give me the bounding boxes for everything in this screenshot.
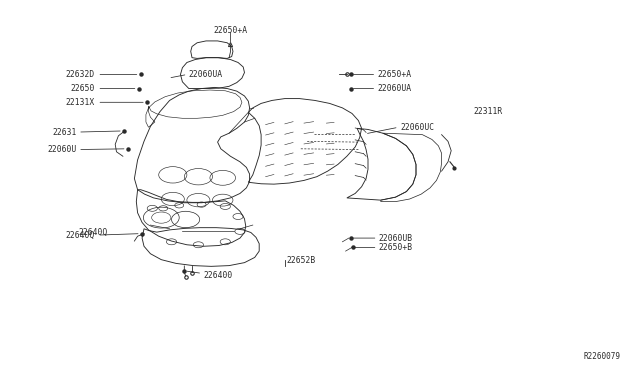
Text: 226400: 226400 xyxy=(204,271,233,280)
Text: 22650+A: 22650+A xyxy=(378,70,412,79)
Text: 22650+A: 22650+A xyxy=(213,26,248,35)
Text: 22060UA: 22060UA xyxy=(189,70,223,79)
Text: R2260079: R2260079 xyxy=(584,352,621,361)
Text: 22060UB: 22060UB xyxy=(379,234,413,243)
Text: 22652B: 22652B xyxy=(287,256,316,265)
Text: 22060UC: 22060UC xyxy=(400,123,434,132)
Text: 22311R: 22311R xyxy=(474,107,503,116)
Text: 22631: 22631 xyxy=(52,128,77,137)
Text: 22640Q: 22640Q xyxy=(65,231,95,240)
Text: 22640Q: 22640Q xyxy=(78,228,108,237)
Text: 22650: 22650 xyxy=(70,84,95,93)
Text: 22650+B: 22650+B xyxy=(379,243,413,252)
Text: 22632D: 22632D xyxy=(65,70,95,79)
Text: 22131X: 22131X xyxy=(65,98,95,107)
Text: 22060UA: 22060UA xyxy=(378,84,412,93)
Text: 22060U: 22060U xyxy=(47,145,77,154)
